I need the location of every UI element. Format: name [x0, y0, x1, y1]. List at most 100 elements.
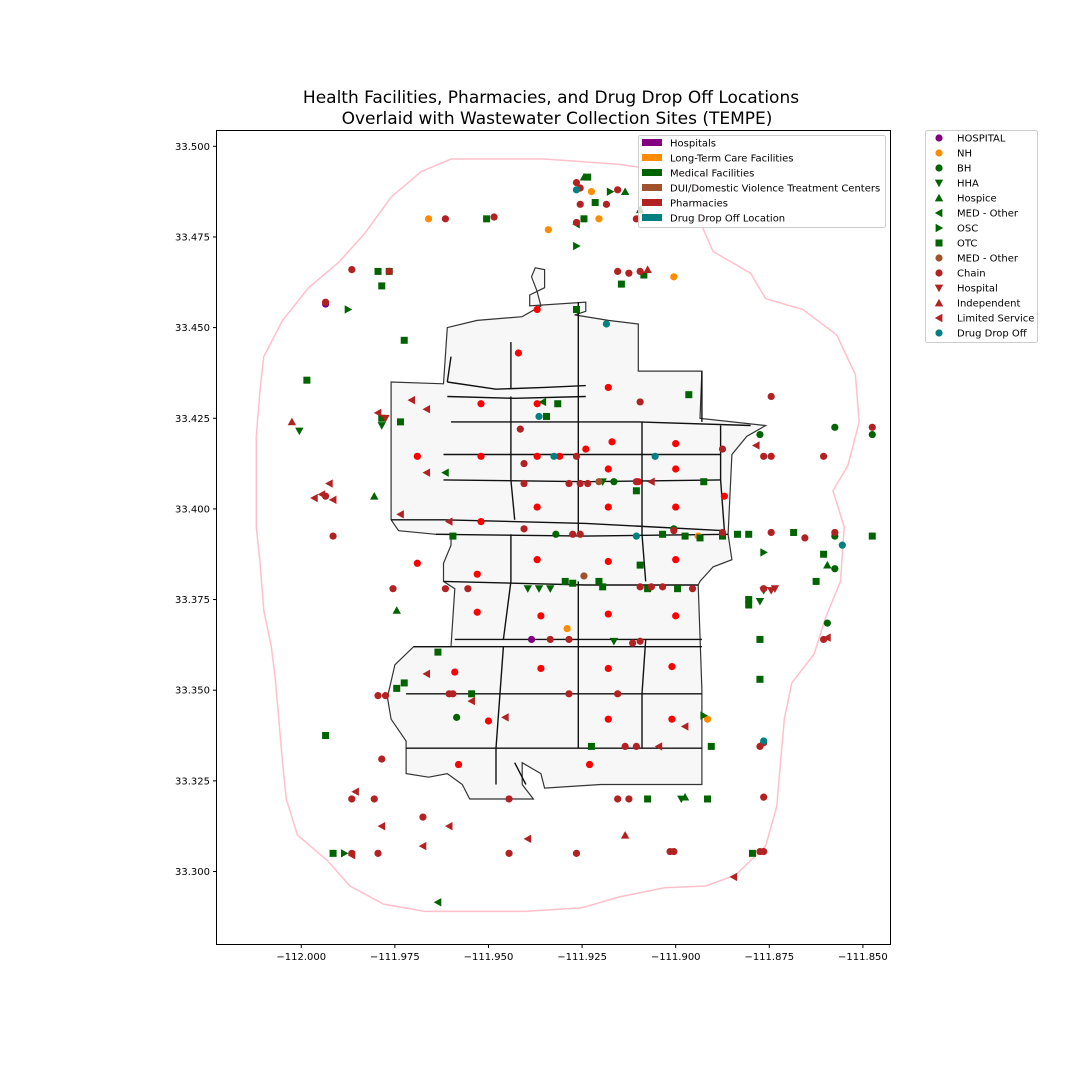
chain-point [632, 478, 640, 486]
legend-outer-label: Independent [957, 299, 1020, 310]
otc-point [400, 679, 408, 687]
hha-point [546, 585, 555, 593]
limited-service-point [317, 490, 326, 499]
otc-point [483, 215, 491, 223]
legend-outer-label: OSC [957, 224, 978, 235]
otc-point [561, 577, 569, 585]
legend-outer-label: Chain [957, 269, 986, 280]
chain-point [321, 298, 330, 306]
chain-point [718, 445, 727, 453]
otc-point [322, 732, 330, 740]
sewershed-line [447, 381, 586, 390]
osc-point [606, 187, 615, 196]
chain-point [329, 532, 337, 540]
legend-inner-label: DUI/Domestic Violence Treatment Centers [670, 184, 880, 195]
limited-service-point [310, 493, 318, 503]
limited-service-point [396, 510, 404, 519]
legend-outer-marker [934, 298, 944, 307]
limited-service-point [823, 633, 831, 642]
chain-point [614, 690, 622, 698]
chain-point [520, 525, 528, 533]
legend-inner: Hospitals Long-Term Care Facilities Medica… [638, 135, 886, 228]
otc-point [745, 530, 753, 538]
chain-point [636, 583, 644, 591]
osc-point [340, 849, 349, 858]
wastewater-site-point [668, 715, 676, 723]
wastewater-site-point [604, 715, 612, 723]
sewershed-line [510, 396, 516, 520]
chain-point [370, 795, 378, 803]
nh-point [587, 188, 596, 196]
limited-service-point [467, 696, 475, 706]
wastewater-site-point [533, 503, 541, 511]
otc-point [733, 530, 741, 538]
otc-point [580, 215, 588, 223]
otc-point [569, 579, 577, 587]
chain-point [614, 267, 622, 276]
axes-frame [216, 130, 891, 945]
chain-point [718, 528, 727, 537]
wastewater-site-point [672, 503, 680, 511]
x-tick-label: −111.975 [370, 952, 420, 963]
drug-drop-off-point [838, 541, 846, 549]
chain-point [490, 213, 498, 221]
limited-service-point [422, 404, 431, 414]
hospice-point [392, 606, 401, 614]
chain-point [621, 742, 629, 750]
chain-point [614, 186, 622, 194]
nh-point [703, 715, 712, 723]
hha-point [377, 422, 386, 430]
chain-point [576, 530, 584, 538]
limited-service-point [418, 841, 427, 851]
hha-point [609, 637, 619, 646]
chain-point [636, 637, 644, 645]
limited-service-point [407, 395, 416, 405]
chart-title-line-1: Health Facilities, Pharmacies, and Drug … [303, 88, 799, 108]
sewershed-line [514, 762, 527, 785]
otc-point [704, 795, 712, 803]
chain-point [419, 813, 427, 821]
osc-point [344, 305, 353, 314]
wastewater-site-point [537, 664, 545, 673]
otc-point [329, 849, 337, 857]
chain-point [449, 690, 457, 698]
y-tick-label: 33.450 [175, 323, 210, 334]
legend-outer-label: HHA [957, 179, 979, 190]
otc-point [449, 532, 457, 540]
otc-point [820, 550, 828, 558]
wastewater-site-point [604, 503, 612, 511]
y-tick-label: 33.325 [175, 776, 210, 787]
bh-point [552, 530, 560, 538]
wastewater-site-point [672, 440, 680, 448]
sewershed-line [502, 534, 512, 640]
legend-outer-label: MED - Other [957, 254, 1019, 265]
otc-point [748, 849, 756, 857]
sewershed-line [641, 421, 647, 582]
limited-service-point [373, 408, 382, 418]
chain-point [625, 269, 633, 277]
legend-outer-label: HOSPITAL [957, 134, 1006, 145]
wastewater-site-point [720, 492, 728, 500]
y-tick-label: 33.375 [175, 595, 210, 606]
limited-service-point [729, 872, 738, 882]
chain-point [670, 847, 678, 856]
legend-outer-label: MED - Other [957, 209, 1019, 220]
chain-point [688, 585, 697, 593]
legend-inner-swatch [642, 139, 662, 146]
y-tick-label: 33.475 [175, 232, 210, 243]
otc-point [745, 601, 753, 609]
independent-point [643, 265, 652, 273]
x-tick-label: −112.000 [276, 952, 326, 963]
chain-point [520, 459, 528, 468]
wastewater-site-point [484, 717, 493, 725]
chain-point [569, 530, 577, 538]
chain-point [760, 847, 768, 856]
osc-point [573, 241, 581, 251]
wastewater-site-point [454, 760, 463, 769]
legend-inner-label: Hospitals [670, 139, 716, 150]
otc-point [617, 280, 625, 288]
chain-point [572, 452, 581, 460]
otc-point [554, 400, 562, 408]
bh-point [756, 430, 764, 439]
chain-point [441, 215, 450, 223]
